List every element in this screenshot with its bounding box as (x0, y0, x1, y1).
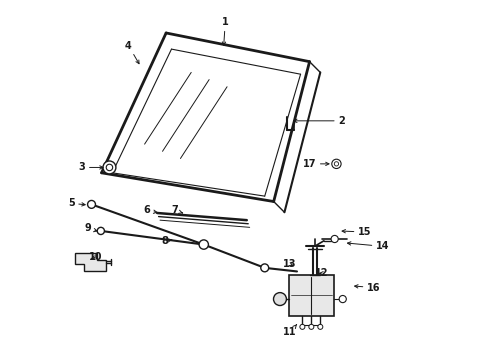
Circle shape (332, 159, 341, 168)
Circle shape (97, 227, 104, 234)
Text: 15: 15 (342, 227, 371, 237)
FancyBboxPatch shape (289, 275, 334, 316)
Text: 9: 9 (84, 224, 97, 233)
Text: 6: 6 (143, 206, 157, 216)
Circle shape (199, 240, 208, 249)
Text: 11: 11 (283, 325, 296, 337)
Polygon shape (75, 253, 106, 271)
Circle shape (339, 296, 346, 303)
Text: 13: 13 (283, 259, 296, 269)
Circle shape (300, 324, 305, 329)
Circle shape (261, 264, 269, 272)
Text: 16: 16 (355, 283, 380, 293)
Text: 7: 7 (172, 206, 183, 216)
Text: 1: 1 (222, 17, 229, 45)
Text: 17: 17 (303, 159, 329, 169)
Text: 12: 12 (316, 268, 329, 278)
Circle shape (273, 293, 287, 306)
Text: 8: 8 (161, 236, 172, 246)
Text: 4: 4 (125, 41, 139, 64)
Circle shape (334, 162, 339, 166)
Text: 10: 10 (90, 252, 103, 262)
Text: 2: 2 (294, 116, 345, 126)
Circle shape (88, 201, 96, 208)
Text: 5: 5 (68, 198, 85, 208)
Circle shape (103, 161, 116, 174)
Text: 3: 3 (79, 162, 103, 172)
Circle shape (318, 324, 323, 329)
Circle shape (331, 235, 338, 243)
Circle shape (309, 324, 314, 329)
Circle shape (106, 164, 113, 171)
Text: 14: 14 (347, 241, 390, 251)
